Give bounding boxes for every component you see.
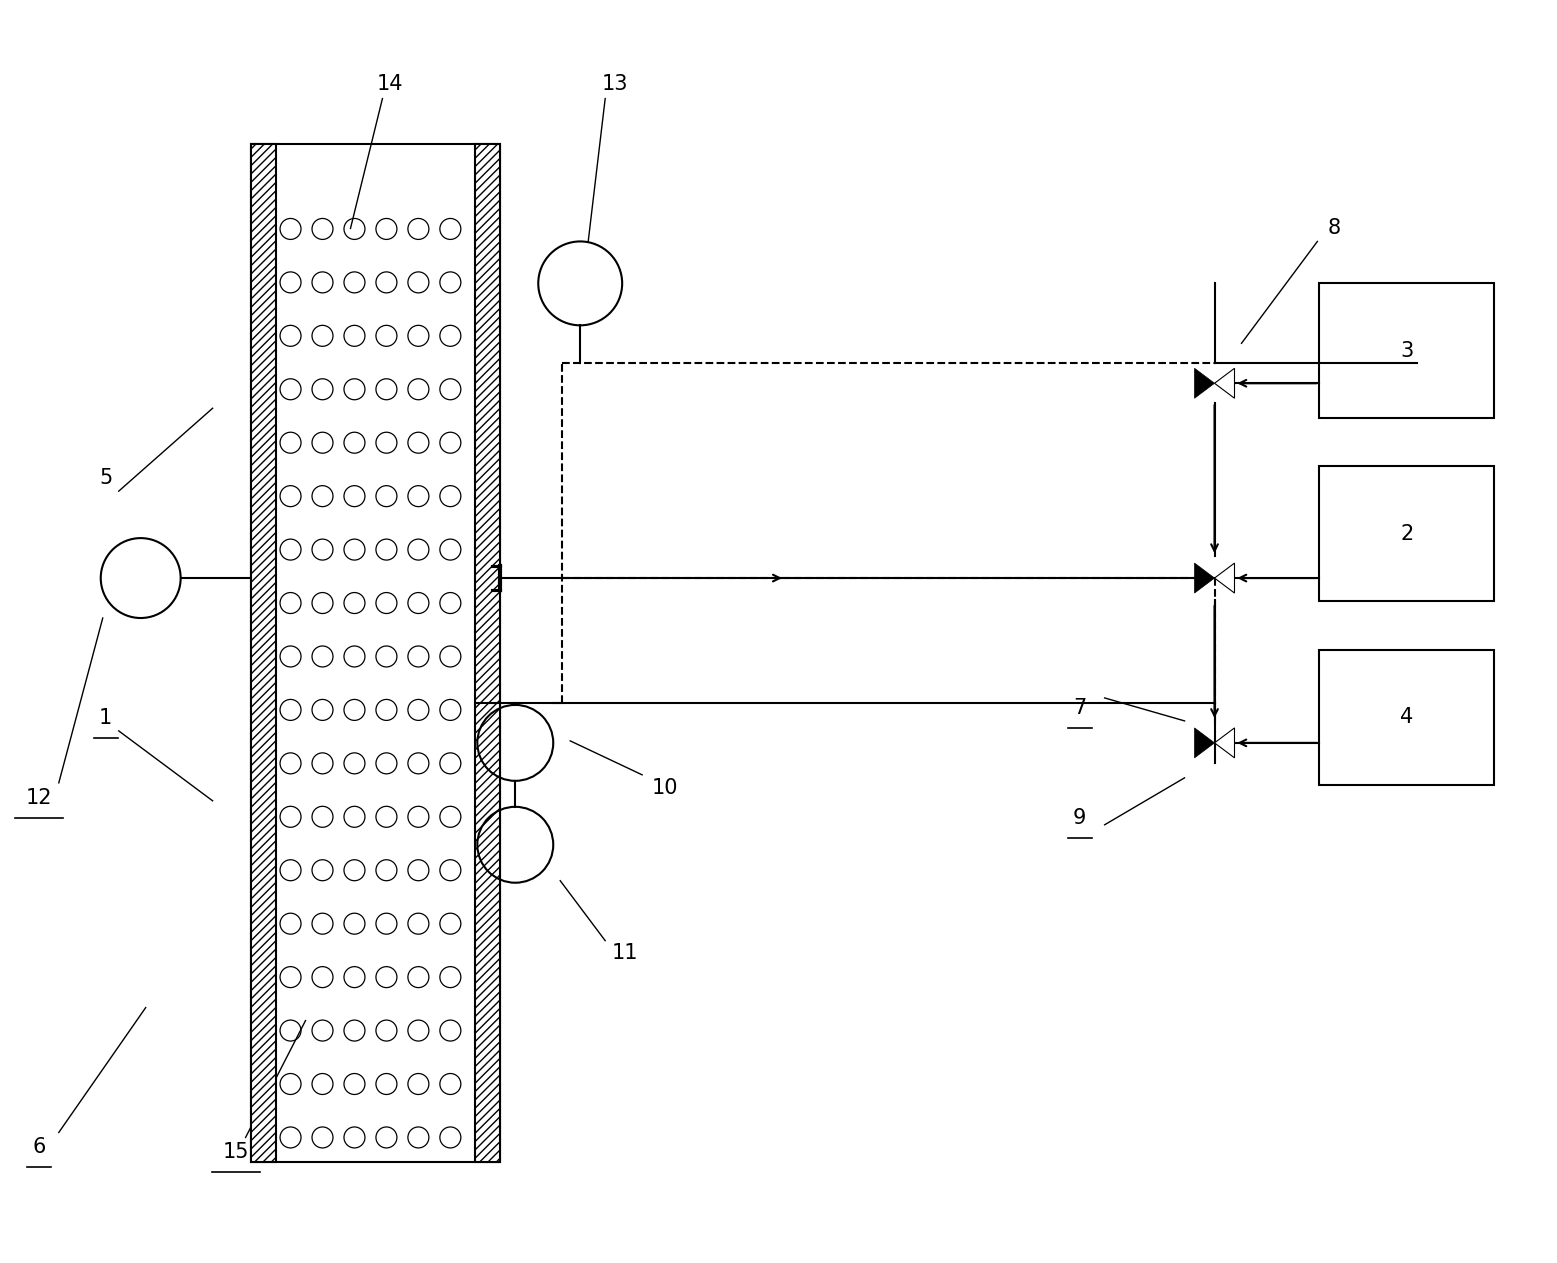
Polygon shape bbox=[1214, 369, 1235, 398]
Bar bbox=[1319, 283, 1495, 418]
Bar bbox=[251, 144, 500, 1162]
Text: 5: 5 bbox=[100, 469, 112, 489]
Text: 8: 8 bbox=[1328, 218, 1341, 239]
Text: 14: 14 bbox=[377, 73, 403, 93]
Polygon shape bbox=[1214, 727, 1235, 758]
Polygon shape bbox=[1194, 727, 1214, 758]
Text: 10: 10 bbox=[652, 778, 679, 798]
Text: 9: 9 bbox=[1073, 808, 1087, 827]
Polygon shape bbox=[1194, 369, 1214, 398]
Text: 12: 12 bbox=[25, 788, 51, 808]
Text: 7: 7 bbox=[1073, 698, 1087, 717]
Text: 4: 4 bbox=[1400, 707, 1414, 727]
Text: 1: 1 bbox=[100, 707, 112, 727]
Text: 3: 3 bbox=[1400, 341, 1414, 361]
Text: 11: 11 bbox=[612, 942, 638, 962]
Text: 13: 13 bbox=[603, 73, 629, 93]
Text: 2: 2 bbox=[1400, 524, 1414, 543]
Bar bbox=[1319, 650, 1495, 784]
Text: 6: 6 bbox=[33, 1138, 45, 1157]
Text: 15: 15 bbox=[223, 1143, 249, 1162]
Bar bbox=[475, 144, 500, 1162]
Polygon shape bbox=[1194, 563, 1214, 594]
Bar bbox=[251, 144, 276, 1162]
Polygon shape bbox=[1214, 563, 1235, 594]
Bar bbox=[1319, 466, 1495, 601]
